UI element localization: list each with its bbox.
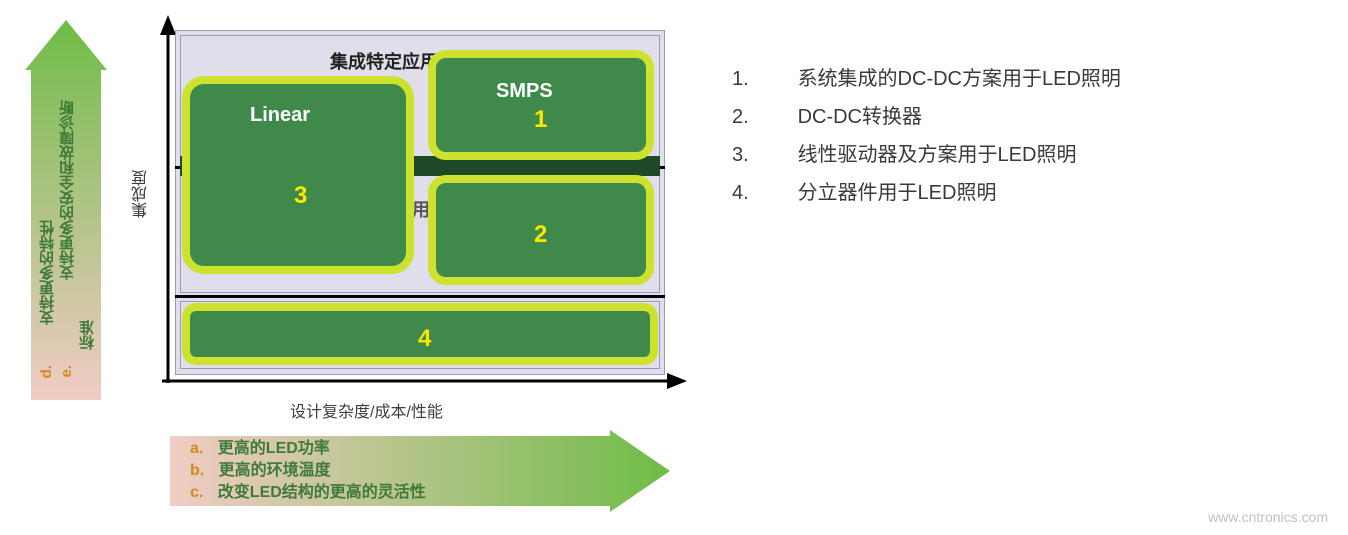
legend-3-text: 线性驱动器及方案用于LED照明 — [798, 144, 1077, 166]
box-linear-label: Linear — [250, 104, 310, 127]
legend-2-num: 2. — [732, 98, 792, 136]
bottom-item-b-text: 更高的环境温度 — [219, 462, 331, 479]
box-smps: SMPS 1 — [428, 50, 654, 160]
left-item-d-text: 支持更多的特性 — [37, 220, 58, 325]
legend-2-text: DC-DC转换器 — [798, 106, 922, 128]
legend-1-text: 系统集成的DC-DC方案用于LED照明 — [798, 68, 1121, 90]
bottom-item-b-letter: b. — [190, 462, 204, 479]
bottom-item-c-letter: c. — [190, 484, 203, 501]
box-2-number: 2 — [534, 221, 547, 249]
box-4-number: 4 — [418, 325, 431, 353]
legend-4-text: 分立器件用于LED照明 — [798, 182, 997, 204]
watermark: www.cntronics.com — [1208, 509, 1328, 525]
box-4: 4 — [182, 303, 658, 365]
legend-1-num: 1. — [732, 60, 792, 98]
x-axis-label: 设计复杂度/成本/性能 — [290, 398, 443, 422]
box-linear-number: 3 — [294, 182, 307, 210]
box-linear: Linear 3 — [182, 76, 414, 274]
y-axis-label: 集成度 — [130, 170, 154, 218]
box-smps-label: SMPS — [496, 80, 553, 103]
left-item-e-text-1: 支持更多的安全和故障诊断 — [57, 100, 78, 280]
bottom-arrow-text: a. 更高的LED功率 b. 更高的环境温度 c. 改变LED结构的更高的灵活性 — [190, 438, 610, 504]
x-axis-arrow — [162, 373, 687, 393]
left-item-e-text-2: 标准 — [77, 320, 98, 350]
left-item-d-letter: d. — [38, 365, 55, 378]
legend: 1. 系统集成的DC-DC方案用于LED照明 2. DC-DC转换器 3. 线性… — [732, 60, 1121, 212]
row-divider-2 — [175, 295, 665, 298]
legend-4-num: 4. — [732, 174, 792, 212]
box-smps-number: 1 — [534, 106, 547, 134]
left-item-e-letter: e. — [58, 365, 75, 378]
bottom-item-a-letter: a. — [190, 440, 203, 457]
bottom-item-c-text: 改变LED结构的更高的灵活性 — [218, 484, 426, 501]
bottom-item-a-text: 更高的LED功率 — [218, 440, 330, 457]
box-2: 2 — [428, 175, 654, 285]
legend-3-num: 3. — [732, 136, 792, 174]
